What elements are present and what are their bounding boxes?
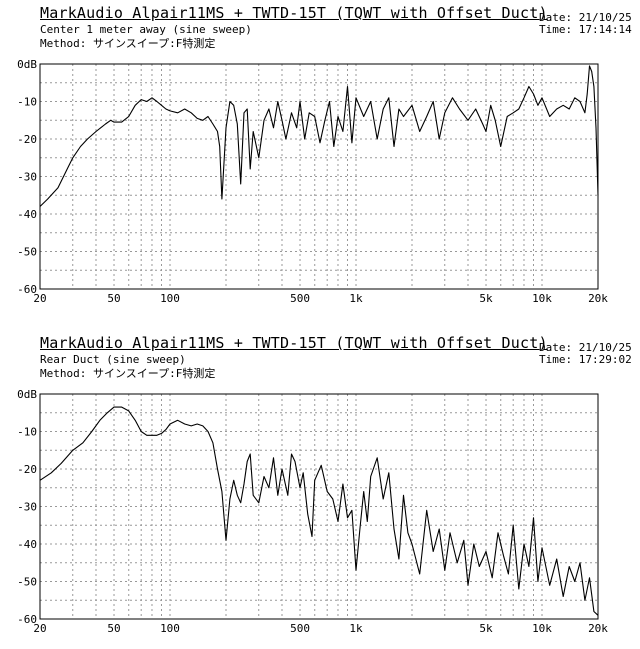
chart-panel-rear-duct: MarkAudio Alpair11MS + TWTD-15T (TQWT wi… bbox=[0, 330, 640, 649]
y-tick-label: -20 bbox=[17, 133, 37, 146]
time-label: Time: 17:29:02 bbox=[539, 353, 632, 366]
x-tick-label: 500 bbox=[290, 622, 310, 635]
x-tick-label: 10k bbox=[532, 292, 552, 305]
y-tick-label: -20 bbox=[17, 463, 37, 476]
x-tick-label: 1k bbox=[349, 622, 363, 635]
x-tick-label: 1k bbox=[349, 292, 363, 305]
y-tick-label: 0dB bbox=[17, 388, 37, 401]
series-line bbox=[39, 65, 599, 207]
y-tick-label: -50 bbox=[17, 576, 37, 589]
chart-panel-center: MarkAudio Alpair11MS + TWTD-15T (TQWT wi… bbox=[0, 0, 640, 320]
y-tick-label: -60 bbox=[17, 283, 37, 296]
y-tick-label: -40 bbox=[17, 538, 37, 551]
y-tick-label: -30 bbox=[17, 501, 37, 514]
date-label: Date: 21/10/25 bbox=[539, 341, 632, 354]
x-tick-label: 100 bbox=[160, 292, 180, 305]
y-tick-label: -40 bbox=[17, 208, 37, 221]
y-tick-label: -10 bbox=[17, 426, 37, 439]
plot-frame bbox=[39, 63, 599, 290]
x-tick-label: 5k bbox=[479, 622, 493, 635]
series-line bbox=[39, 406, 599, 616]
x-tick-label: 100 bbox=[160, 622, 180, 635]
plot-frame bbox=[39, 393, 599, 620]
x-tick-label: 20k bbox=[588, 622, 608, 635]
x-tick-label: 20 bbox=[33, 622, 46, 635]
chart-title: MarkAudio Alpair11MS + TWTD-15T (TQWT wi… bbox=[40, 4, 548, 22]
x-tick-label: 20k bbox=[588, 292, 608, 305]
y-tick-label: -50 bbox=[17, 246, 37, 259]
chart-subtitle: Rear Duct (sine sweep) bbox=[40, 353, 186, 366]
chart-subtitle: Center 1 meter away (sine sweep) bbox=[40, 23, 252, 36]
y-tick-label: -60 bbox=[17, 613, 37, 626]
method-label: Method: サインスイープ:F特測定 bbox=[40, 37, 216, 50]
x-tick-label: 10k bbox=[532, 622, 552, 635]
x-tick-label: 5k bbox=[479, 292, 493, 305]
method-label: Method: サインスイープ:F特測定 bbox=[40, 367, 216, 380]
x-tick-label: 50 bbox=[107, 292, 120, 305]
y-tick-label: -10 bbox=[17, 96, 37, 109]
x-tick-label: 20 bbox=[33, 292, 46, 305]
y-tick-label: -30 bbox=[17, 171, 37, 184]
date-label: Date: 21/10/25 bbox=[539, 11, 632, 24]
time-label: Time: 17:14:14 bbox=[539, 23, 632, 36]
y-tick-label: 0dB bbox=[17, 58, 37, 71]
x-tick-label: 500 bbox=[290, 292, 310, 305]
x-tick-label: 50 bbox=[107, 622, 120, 635]
chart-title: MarkAudio Alpair11MS + TWTD-15T (TQWT wi… bbox=[40, 334, 548, 352]
